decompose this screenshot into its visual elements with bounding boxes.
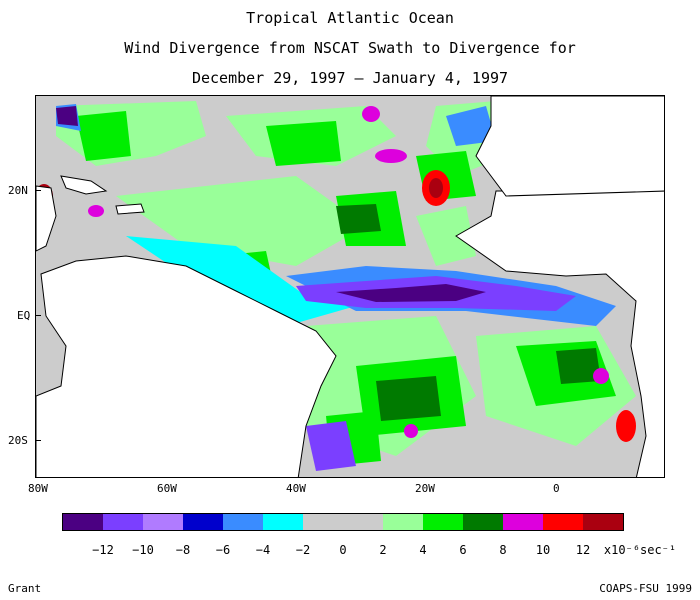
lat-tick [35, 190, 41, 191]
field-patch [88, 205, 104, 217]
lat-label-eq: EQ [17, 309, 31, 322]
colorbar-swatch [103, 514, 143, 530]
lon-label-0: 0 [553, 482, 560, 495]
map-plot-area [35, 95, 665, 478]
central-america-landmass [36, 185, 57, 252]
colorbar-tick-label: −2 [295, 543, 311, 557]
colorbar-unit: x10⁻⁶sec⁻¹ [603, 543, 677, 557]
lon-label-20w: 20W [415, 482, 435, 495]
field-patch [556, 348, 601, 384]
field-patch [76, 111, 131, 161]
colorbar-tick-label: 0 [339, 543, 347, 557]
field-patch [126, 236, 356, 326]
colorbar-tick-label: 2 [379, 543, 387, 557]
field-patch [416, 206, 476, 266]
map-title-line-1: Tropical Atlantic Ocean [246, 9, 454, 27]
field-patch [616, 410, 636, 442]
colorbar-swatch [303, 514, 343, 530]
source-credit: COAPS-FSU 1999 [599, 582, 692, 595]
colorbar-tick-label: −12 [92, 543, 114, 557]
lat-label-20n: 20N [8, 184, 28, 197]
colorbar-swatch [143, 514, 183, 530]
field-patch [593, 368, 609, 384]
colorbar-swatch [543, 514, 583, 530]
map-svg [36, 96, 664, 477]
lon-label-60w: 60W [157, 482, 177, 495]
map-title-line-3: December 29, 1997 – January 4, 1997 [191, 69, 509, 87]
colorbar-swatch [383, 514, 423, 530]
divergence-field [36, 101, 636, 476]
field-patch [336, 284, 486, 302]
colorbar-tick-label: −8 [175, 543, 191, 557]
colorbar-swatch [263, 514, 303, 530]
colorbar-swatch [223, 514, 263, 530]
caribbean-islands [60, 175, 108, 195]
colorbar-swatch [423, 514, 463, 530]
colorbar-tick-label: −4 [255, 543, 271, 557]
colorbar-swatch [503, 514, 543, 530]
colorbar-tick-label: 10 [535, 543, 551, 557]
land-masses [36, 96, 664, 477]
lon-label-40w: 40W [286, 482, 306, 495]
lat-label-20s: 20S [8, 434, 28, 447]
field-patch [446, 106, 496, 146]
field-patch [56, 106, 78, 126]
colorbar-tick-label: 4 [419, 543, 427, 557]
colorbar-tick-label: −10 [132, 543, 154, 557]
south-america-landmass [36, 255, 337, 477]
colorbar-tick-label: 6 [459, 543, 467, 557]
field-patch [375, 149, 407, 163]
north-africa-landmass [475, 96, 664, 197]
lat-tick [35, 440, 41, 441]
colorbar-tick-label: −6 [215, 543, 231, 557]
field-patch [404, 424, 418, 438]
author-credit: Grant [8, 582, 42, 595]
field-patch [376, 376, 441, 421]
colorbar-swatch [583, 514, 623, 530]
colorbar-swatch [463, 514, 503, 530]
field-patch [116, 176, 366, 266]
colorbar-tick-label: 8 [499, 543, 507, 557]
colorbar-tick-label: 12 [575, 543, 591, 557]
field-patch [336, 204, 381, 234]
lat-tick [35, 315, 41, 316]
field-patch [429, 178, 443, 198]
field-patch [266, 121, 341, 166]
field-patch [362, 106, 380, 122]
field-patch [306, 421, 356, 471]
lon-label-80w: 80W [28, 482, 48, 495]
colorbar-swatch [183, 514, 223, 530]
colorbar-swatch [63, 514, 103, 530]
colorbar-swatch [343, 514, 383, 530]
map-title-line-2: Wind Divergence from NSCAT Swath to Dive… [124, 39, 576, 57]
caribbean-islands [115, 203, 145, 215]
colorbar [62, 513, 624, 531]
